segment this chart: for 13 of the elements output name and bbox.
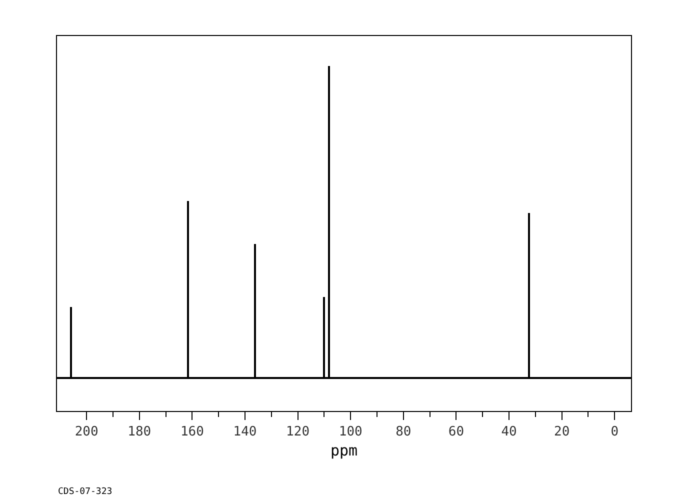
text: CDS-07-323 (58, 487, 112, 497)
x-tick-label: 20 (554, 424, 570, 440)
x-tick-label: 160 (180, 424, 204, 440)
x-axis-title: ppm (330, 442, 358, 460)
x-tick-label: 40 (501, 424, 517, 440)
x-tick-label: 0 (610, 424, 619, 440)
x-tick-label: 80 (396, 424, 412, 440)
x-tick-label: 200 (74, 424, 98, 440)
x-tick-label: 140 (233, 424, 257, 440)
x-tick-label: 60 (448, 424, 464, 440)
x-tick-label: 100 (338, 424, 362, 440)
x-tick-label: 120 (286, 424, 310, 440)
x-tick-label: 180 (128, 424, 152, 440)
